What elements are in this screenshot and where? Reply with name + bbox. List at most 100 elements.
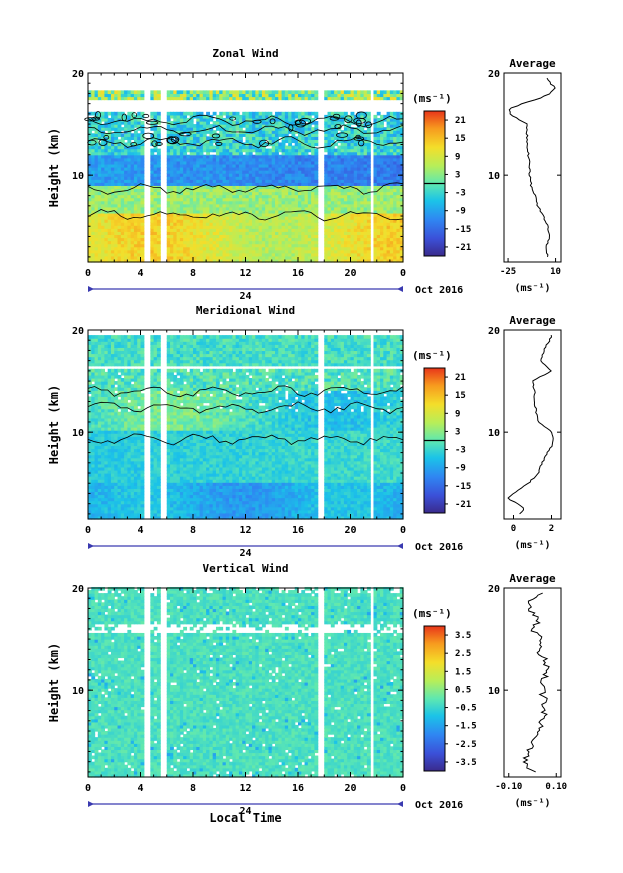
heatmap-cell	[107, 170, 112, 174]
heatmap-cell	[153, 96, 158, 101]
heatmap-cell	[189, 249, 194, 254]
heatmap-cell	[137, 240, 142, 245]
heatmap-cell	[101, 114, 106, 119]
heatmap-cell	[166, 243, 171, 248]
heatmap-cell	[179, 111, 184, 116]
heatmap-cell	[232, 90, 237, 95]
heatmap-cell	[124, 206, 128, 211]
heatmap-cell	[140, 157, 145, 162]
date-label: Oct 2016	[415, 285, 463, 296]
heatmap-cell	[199, 255, 204, 260]
heatmap-cell	[212, 243, 217, 248]
heatmap-cell	[193, 246, 197, 251]
heatmap-cell	[130, 166, 135, 171]
heatmap-cell	[183, 197, 188, 202]
heatmap-cell	[202, 222, 207, 226]
heatmap-cell	[238, 124, 243, 128]
heatmap-cell	[88, 206, 92, 211]
heatmap-cell	[166, 176, 171, 180]
heatmap-cell	[130, 194, 135, 199]
heatmap-cell	[120, 121, 125, 125]
heatmap-cell	[124, 124, 128, 128]
heatmap-cell	[225, 258, 230, 263]
heatmap-cell	[238, 222, 243, 226]
heatmap-cell	[229, 90, 233, 95]
heatmap-cell	[222, 96, 227, 101]
heatmap-cell	[133, 157, 138, 162]
heatmap-cell	[173, 231, 178, 236]
heatmap-cell	[91, 127, 96, 131]
heatmap-cell	[199, 179, 204, 183]
heatmap-cell	[150, 222, 155, 226]
heatmap-cell	[183, 154, 188, 159]
heatmap-cell	[235, 133, 240, 137]
heatmap-cell	[150, 166, 155, 171]
heatmap-cell	[209, 142, 214, 147]
heatmap-cell	[91, 179, 96, 183]
heatmap-cell	[186, 197, 191, 202]
heatmap-cell	[101, 133, 106, 137]
heatmap-cell	[189, 185, 194, 190]
heatmap-cell	[166, 228, 171, 232]
heatmap-cell	[212, 166, 217, 171]
heatmap-cell	[137, 255, 142, 260]
heatmap-cell	[202, 219, 207, 223]
heatmap-cell	[215, 222, 220, 226]
heatmap-cell	[88, 252, 92, 257]
heatmap-cell	[94, 203, 99, 208]
heatmap-cell	[229, 191, 233, 196]
heatmap-cell	[202, 93, 207, 98]
heatmap-cell	[88, 219, 92, 223]
heatmap-cell	[110, 212, 115, 217]
heatmap-cell	[183, 90, 188, 95]
heatmap-cell	[101, 258, 106, 263]
heatmap-cell	[130, 160, 135, 165]
heatmap-cell	[166, 246, 171, 251]
heatmap-cell	[117, 188, 122, 193]
heatmap-cell	[153, 255, 158, 260]
heatmap-cell	[199, 237, 204, 242]
heatmap-cell	[137, 249, 142, 254]
heatmap-cell	[88, 188, 92, 193]
heatmap-cell	[173, 212, 178, 217]
heatmap-cell	[166, 179, 171, 183]
heatmap-cell	[107, 179, 112, 183]
heatmap-cell	[170, 114, 174, 119]
heatmap-cell	[156, 212, 161, 217]
heatmap-cell	[179, 176, 184, 180]
heatmap-cell	[186, 222, 191, 226]
heatmap-cell	[222, 209, 227, 214]
heatmap-cell	[97, 222, 102, 226]
heatmap-cell	[225, 225, 230, 229]
heatmap-cell	[156, 182, 161, 186]
heatmap-cell	[101, 130, 106, 134]
heatmap-cell	[238, 151, 243, 156]
x-tick-label: 16	[292, 268, 304, 279]
heatmap-cell	[229, 148, 233, 153]
heatmap-cell	[97, 130, 102, 134]
heatmap-cell	[189, 252, 194, 257]
heatmap-cell	[212, 240, 217, 245]
heatmap-cell	[88, 182, 92, 186]
heatmap-cell	[176, 90, 181, 95]
heatmap-cell	[133, 139, 138, 144]
heatmap-cell	[212, 111, 217, 116]
heatmap-cell	[314, 121, 319, 125]
heatmap-cell	[212, 185, 217, 190]
heatmap-cell	[193, 93, 197, 98]
heatmap-cell	[150, 179, 155, 183]
heatmap-cell	[193, 206, 197, 211]
heatmap-cell	[166, 170, 171, 174]
heatmap-cell	[209, 222, 214, 226]
heatmap-cell	[150, 216, 155, 220]
heatmap-cell	[166, 145, 171, 150]
heatmap-cell	[88, 243, 92, 248]
heatmap-cell	[133, 258, 138, 263]
heatmap-cell	[179, 252, 184, 257]
heatmap-cell	[183, 209, 188, 214]
heatmap-cell	[117, 209, 122, 214]
heatmap-cell	[170, 182, 174, 186]
heatmap-cell	[186, 163, 191, 168]
heatmap-cell	[183, 194, 188, 199]
heatmap-cell	[183, 249, 188, 254]
